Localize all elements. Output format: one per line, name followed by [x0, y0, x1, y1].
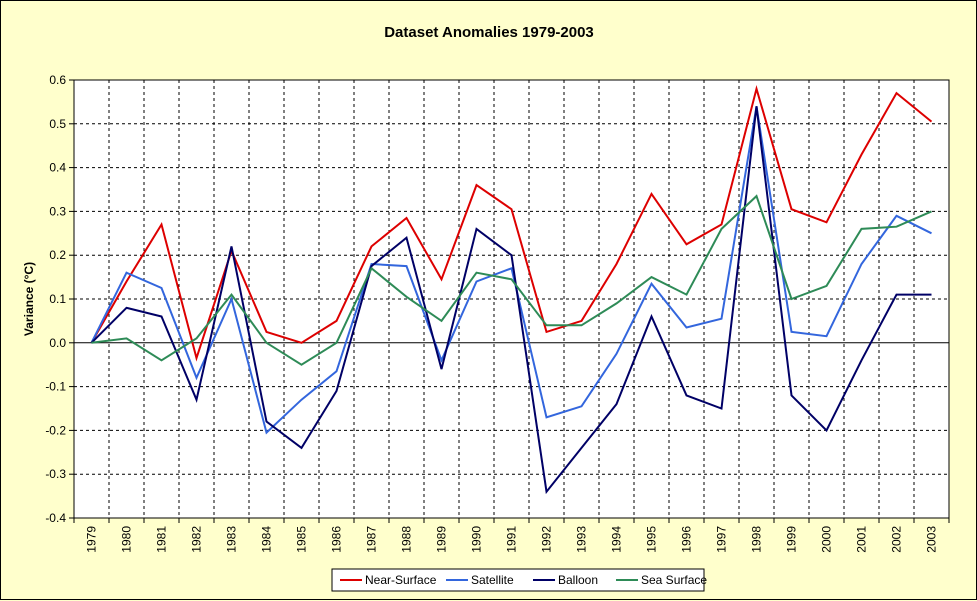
x-tick-label: 1990 [470, 526, 484, 553]
y-tick-label: 0.0 [49, 336, 66, 350]
x-tick-label: 1982 [190, 526, 204, 553]
y-tick-label: 0.6 [49, 73, 66, 87]
x-tick-label: 2003 [925, 526, 939, 553]
x-tick-label: 1983 [225, 526, 239, 553]
plot-area: 0.6 0.5 0.4 0.3 0.2 0.1 0.0 -0.1 -0.2 -0.3 -0.4 197… [45, 73, 950, 553]
series-line-sea-surface [91, 194, 932, 366]
x-tick-label: 2001 [855, 526, 869, 553]
legend-label-balloon: Balloon [558, 573, 598, 587]
y-tick-label: -0.3 [45, 467, 66, 481]
series-line-satellite [90, 106, 932, 435]
legend: Near-Surface Satellite Balloon Sea Surface [331, 568, 707, 592]
x-tick-label: 1999 [785, 526, 799, 553]
series-line-balloon [90, 106, 932, 495]
x-tick-label: 1996 [680, 526, 694, 553]
y-tick-label: 0.5 [49, 117, 66, 131]
x-tick-label: 2002 [890, 526, 904, 553]
x-tick-label: 1988 [400, 526, 414, 553]
x-tick-label: 1992 [540, 526, 554, 553]
y-tick-label: -0.4 [45, 511, 66, 525]
x-tick-label: 1998 [750, 526, 764, 553]
x-tick-label: 1995 [645, 526, 659, 553]
x-tick-label: 1979 [85, 526, 99, 553]
y-tick-label: -0.1 [45, 380, 66, 394]
x-tick-label: 1985 [295, 526, 309, 553]
y-axis-label: Variance (°C) [22, 262, 36, 336]
x-tick-label: 1986 [330, 526, 344, 553]
x-tick-label: 1980 [120, 526, 134, 553]
x-tick-label: 1981 [155, 526, 169, 553]
x-tick-label: 1993 [575, 526, 589, 553]
x-tick-label: 1987 [365, 526, 379, 553]
y-tick-label: 0.2 [49, 248, 66, 262]
x-tick-label: 1989 [435, 526, 449, 553]
y-tick-label: 0.4 [49, 161, 66, 175]
legend-label-near-surface: Near-Surface [365, 573, 437, 587]
y-tick-label: -0.2 [45, 423, 66, 437]
legend-label-satellite: Satellite [471, 573, 514, 587]
x-tick-label: 1984 [260, 526, 274, 553]
x-tick-label: 1991 [505, 526, 519, 553]
plot-border [73, 79, 950, 519]
y-tick-label: 0.3 [49, 204, 66, 218]
plot-background [74, 80, 949, 518]
x-tick-label: 1997 [715, 526, 729, 553]
x-tick-label: 1994 [610, 526, 624, 553]
chart-title: Dataset Anomalies 1979-2003 [384, 24, 594, 41]
x-tick-label: 2000 [820, 526, 834, 553]
y-tick-label: 0.1 [49, 292, 66, 306]
legend-label-sea-surface: Sea Surface [641, 573, 707, 587]
legend-box [331, 568, 705, 592]
